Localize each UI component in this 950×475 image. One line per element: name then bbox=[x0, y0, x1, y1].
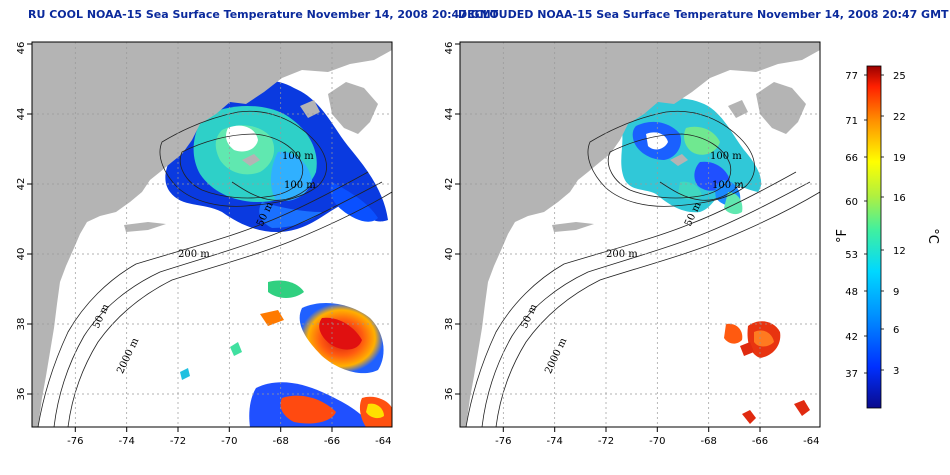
right-contour-label-100m-b: 100 m bbox=[712, 180, 744, 191]
fahrenheit-tick: 53 bbox=[845, 250, 858, 261]
left-lon-tick: -68 bbox=[273, 436, 289, 447]
celsius-tick: 25 bbox=[893, 71, 906, 82]
fahrenheit-tick: 60 bbox=[845, 197, 858, 208]
left-lon-tick: -76 bbox=[67, 436, 83, 447]
celsius-tick: 6 bbox=[893, 325, 899, 336]
celsius-tick: 19 bbox=[893, 153, 906, 164]
left-lat-tick: 44 bbox=[16, 108, 27, 121]
right-y-axis-ticks: 36 38 40 42 44 46 bbox=[444, 42, 455, 401]
fahrenheit-tick: 77 bbox=[845, 71, 858, 82]
right-contour-label-200m: 200 m bbox=[606, 249, 638, 260]
left-contour-label-200m: 200 m bbox=[178, 249, 210, 260]
left-contour-label-100m-b: 100 m bbox=[284, 180, 316, 191]
fahrenheit-tick: 42 bbox=[845, 332, 858, 343]
left-lon-tick: -66 bbox=[324, 436, 340, 447]
fahrenheit-tick: 71 bbox=[845, 116, 858, 127]
celsius-tick: 16 bbox=[893, 193, 906, 204]
left-lat-tick: 40 bbox=[16, 248, 27, 261]
right-lat-tick: 46 bbox=[444, 42, 455, 55]
celsius-tick: 3 bbox=[893, 366, 899, 377]
right-lon-tick: -70 bbox=[649, 436, 665, 447]
left-lon-tick: -74 bbox=[119, 436, 135, 447]
left-lon-tick: -70 bbox=[221, 436, 237, 447]
right-lat-tick: 42 bbox=[444, 178, 455, 191]
left-lat-tick: 38 bbox=[16, 318, 27, 331]
colorbar-celsius-ticks: 25 22 19 16 12 9 6 3 bbox=[893, 71, 906, 377]
celsius-tick: 12 bbox=[893, 246, 906, 257]
fahrenheit-tick: 66 bbox=[845, 153, 858, 164]
right-lat-tick: 40 bbox=[444, 248, 455, 261]
right-map-panel: 100 m 100 m 50 m 200 m 50 m 2000 m -76 -… bbox=[444, 41, 821, 447]
right-lon-tick: -74 bbox=[547, 436, 563, 447]
left-lon-tick: -72 bbox=[170, 436, 186, 447]
right-x-axis-ticks: -76 -74 -72 -70 -68 -66 -64 bbox=[495, 436, 819, 447]
left-x-axis-ticks: -76 -74 -72 -70 -68 -66 -64 bbox=[67, 436, 391, 447]
left-y-axis-ticks: 36 38 40 42 44 46 bbox=[16, 42, 27, 401]
right-lon-tick: -76 bbox=[495, 436, 511, 447]
right-lon-tick: -72 bbox=[598, 436, 614, 447]
right-lon-tick: -66 bbox=[752, 436, 768, 447]
celsius-tick: 22 bbox=[893, 112, 906, 123]
right-lat-tick: 38 bbox=[444, 318, 455, 331]
celsius-label: °C bbox=[925, 228, 940, 244]
colorbar-gradient bbox=[866, 65, 882, 409]
fahrenheit-tick: 37 bbox=[845, 369, 858, 380]
celsius-tick: 9 bbox=[893, 287, 899, 298]
right-lon-tick: -64 bbox=[803, 436, 819, 447]
right-lon-tick: -68 bbox=[701, 436, 717, 447]
right-lat-tick: 44 bbox=[444, 108, 455, 121]
colorbar: 77 71 66 60 53 48 42 37 25 22 19 16 12 9… bbox=[835, 65, 940, 409]
right-lat-tick: 36 bbox=[444, 388, 455, 401]
left-map-title: RU COOL NOAA-15 Sea Surface Temperature … bbox=[28, 8, 499, 21]
left-map-panel: 100 m 100 m 50 m 200 m 50 m 2000 m -76 -… bbox=[16, 41, 393, 447]
fahrenheit-tick: 48 bbox=[845, 287, 858, 298]
left-lat-tick: 42 bbox=[16, 178, 27, 191]
right-contour-label-100m-a: 100 m bbox=[710, 151, 742, 162]
fahrenheit-label: °F bbox=[835, 229, 850, 243]
left-lat-tick: 46 bbox=[16, 42, 27, 55]
left-lat-tick: 36 bbox=[16, 388, 27, 401]
right-map-title: DECLOUDED NOAA-15 Sea Surface Temperatur… bbox=[458, 8, 949, 21]
colorbar-fahrenheit-ticks: 77 71 66 60 53 48 42 37 bbox=[845, 71, 858, 380]
left-contour-label-100m-a: 100 m bbox=[282, 151, 314, 162]
left-lon-tick: -64 bbox=[375, 436, 391, 447]
